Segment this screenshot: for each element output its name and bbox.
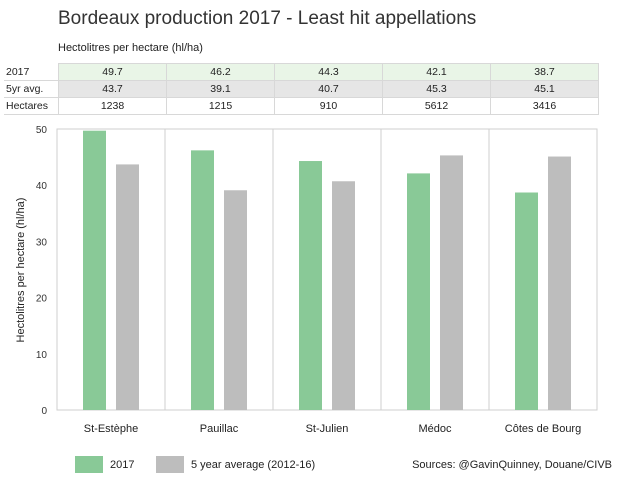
source-note: Sources: @GavinQuinney, Douane/CIVB xyxy=(412,459,612,471)
table-cell: 42.1 xyxy=(382,63,491,81)
row-label: 5yr avg. xyxy=(4,80,59,98)
row-label: 2017 xyxy=(4,63,59,81)
y-axis-label: Hectolitres per hectare (hl/ha) xyxy=(15,197,27,343)
x-tick-label: Côtes de Bourg xyxy=(505,423,581,435)
x-tick-label: Médoc xyxy=(418,423,452,435)
bar-5yr-average xyxy=(332,181,355,410)
y-tick-label: 0 xyxy=(41,406,47,417)
y-tick-label: 30 xyxy=(36,237,48,248)
legend-item-5yr-average: 5 year average (2012-16) xyxy=(156,456,315,473)
table-cell: 44.3 xyxy=(274,63,383,81)
table-row: 2017 49.7 46.2 44.3 42.1 38.7 xyxy=(4,63,599,81)
table-cell: 1215 xyxy=(166,97,275,115)
bar-5yr-average xyxy=(440,155,463,410)
legend-swatch xyxy=(156,456,184,473)
y-tick-label: 50 xyxy=(36,125,48,136)
table-cell: 3416 xyxy=(490,97,599,115)
table-caption: Hectolitres per hectare (hl/ha) xyxy=(58,42,203,54)
legend-label: 2017 xyxy=(110,458,135,471)
x-tick-label: St-Julien xyxy=(306,423,349,435)
chart-title: Bordeaux production 2017 - Least hit app… xyxy=(58,8,477,29)
table-cell: 5612 xyxy=(382,97,491,115)
table-cell: 38.7 xyxy=(490,63,599,81)
legend-label: 5 year average (2012-16) xyxy=(191,458,316,471)
bar-5yr-average xyxy=(116,164,139,410)
y-tick-label: 20 xyxy=(36,294,48,305)
row-label: Hectares xyxy=(4,97,59,115)
table-cell: 39.1 xyxy=(166,80,275,98)
data-table: 2017 49.7 46.2 44.3 42.1 38.7 5yr avg. 4… xyxy=(4,63,599,115)
bar-5yr-average xyxy=(224,190,247,410)
legend-swatch xyxy=(75,456,103,473)
plot-frame xyxy=(56,128,598,411)
legend-item-2017: 2017 xyxy=(75,456,134,473)
bar-2017 xyxy=(299,161,322,410)
table-cell: 46.2 xyxy=(166,63,275,81)
bar-2017 xyxy=(407,173,430,410)
bar-2017 xyxy=(515,192,538,410)
y-tick-label: 10 xyxy=(36,350,48,361)
bar-2017 xyxy=(83,130,106,410)
y-tick-label: 40 xyxy=(36,181,48,192)
x-tick-label: St-Estèphe xyxy=(84,423,138,435)
table-cell: 1238 xyxy=(58,97,167,115)
table-cell: 49.7 xyxy=(58,63,167,81)
bar-2017 xyxy=(191,150,214,410)
table-row: Hectares 1238 1215 910 5612 3416 xyxy=(4,97,599,115)
table-cell: 40.7 xyxy=(274,80,383,98)
bar-5yr-average xyxy=(548,156,571,410)
x-tick-label: Pauillac xyxy=(200,423,239,435)
